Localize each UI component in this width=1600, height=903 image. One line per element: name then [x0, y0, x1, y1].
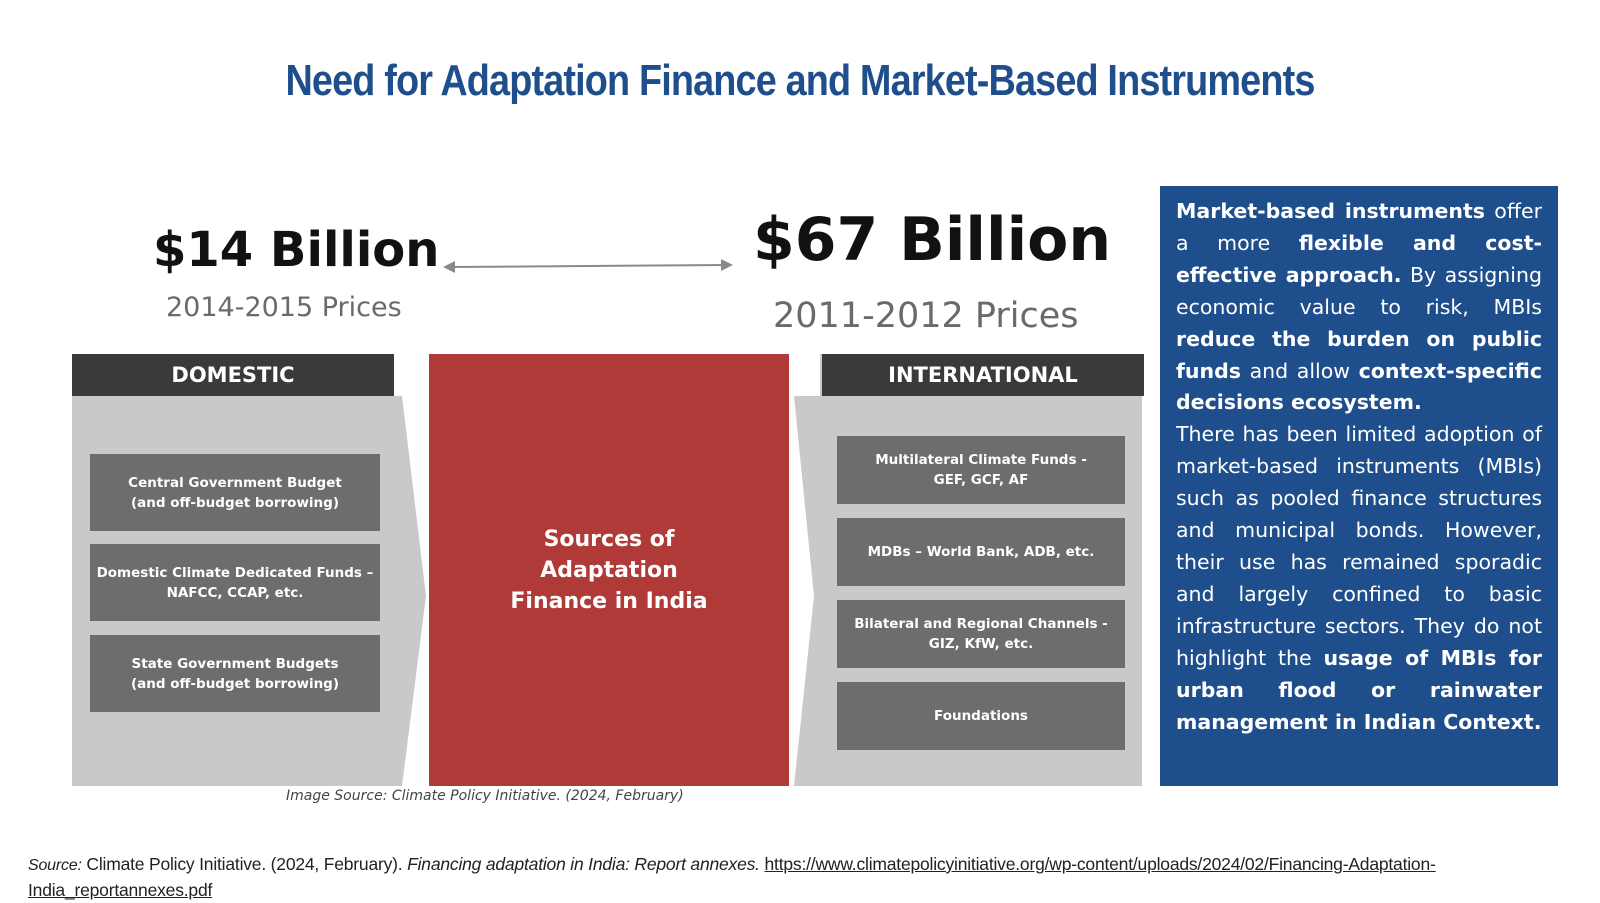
callout-bold-text: Market-based instruments	[1176, 199, 1486, 223]
callout-bold-text: context-specific decisions ecosystem.	[1176, 358, 1542, 415]
callout-bold-text: reduce the burden on public funds	[1176, 326, 1542, 383]
international-item: Multilateral Climate Funds - GEF, GCF, A…	[837, 436, 1125, 504]
image-source-caption: Image Source: Climate Policy Initiative.…	[286, 788, 684, 804]
double-arrow-icon	[443, 259, 733, 273]
callout-text: and allow	[1240, 358, 1359, 383]
callout-text: By assigning economic value to risk, MBI…	[1176, 262, 1542, 319]
mbi-callout-box: Market-based instruments offer a more fl…	[1160, 186, 1558, 786]
source-org: Climate Policy Initiative. (2024, Februa…	[81, 854, 408, 874]
international-item: Bilateral and Regional Channels - GIZ, K…	[837, 600, 1125, 668]
domestic-item: State Government Budgets (and off-budget…	[90, 635, 380, 712]
source-label: Source:	[28, 857, 82, 874]
source-citation: Source: Climate Policy Initiative. (2024…	[28, 852, 1568, 903]
callout-bold-text: usage of MBIs for urban flood or rainwat…	[1176, 645, 1542, 734]
page-title: Need for Adaptation Finance and Market-B…	[285, 56, 1315, 105]
callout-text: offer a more	[1176, 199, 1542, 255]
source-url-link[interactable]: https://www.climatepolicyinitiative.org/…	[28, 854, 1436, 900]
domestic-item: Domestic Climate Dedicated Funds – NAFCC…	[90, 544, 380, 621]
domestic-estimate-amount: $14 Billion	[153, 222, 440, 278]
domestic-chevron	[392, 396, 426, 786]
international-header: INTERNATIONAL	[822, 354, 1144, 396]
domestic-header: DOMESTIC	[72, 354, 394, 396]
finance-sources-diagram: DOMESTIC Central Government Budget (and …	[72, 354, 1144, 786]
international-item: Foundations	[837, 682, 1125, 750]
callout-paragraph-1: Market-based instruments offer a more fl…	[1176, 196, 1542, 419]
domestic-item: Central Government Budget (and off-budge…	[90, 454, 380, 531]
center-label: Sources of Adaptation Finance in India	[429, 354, 789, 786]
international-item: MDBs – World Bank, ADB, etc.	[837, 518, 1125, 586]
domestic-estimate-prices: 2014-2015 Prices	[166, 292, 402, 323]
source-report-title: Financing adaptation in India: Report an…	[407, 854, 760, 874]
callout-text: There has been limited adoption of marke…	[1176, 422, 1542, 670]
international-chevron	[794, 396, 822, 786]
callout-bold-text: flexible and cost-effective approach.	[1176, 230, 1542, 287]
international-estimate-amount: $67 Billion	[753, 205, 1112, 275]
international-estimate-prices: 2011-2012 Prices	[773, 296, 1079, 336]
callout-paragraph-2: There has been limited adoption of marke…	[1176, 419, 1542, 738]
